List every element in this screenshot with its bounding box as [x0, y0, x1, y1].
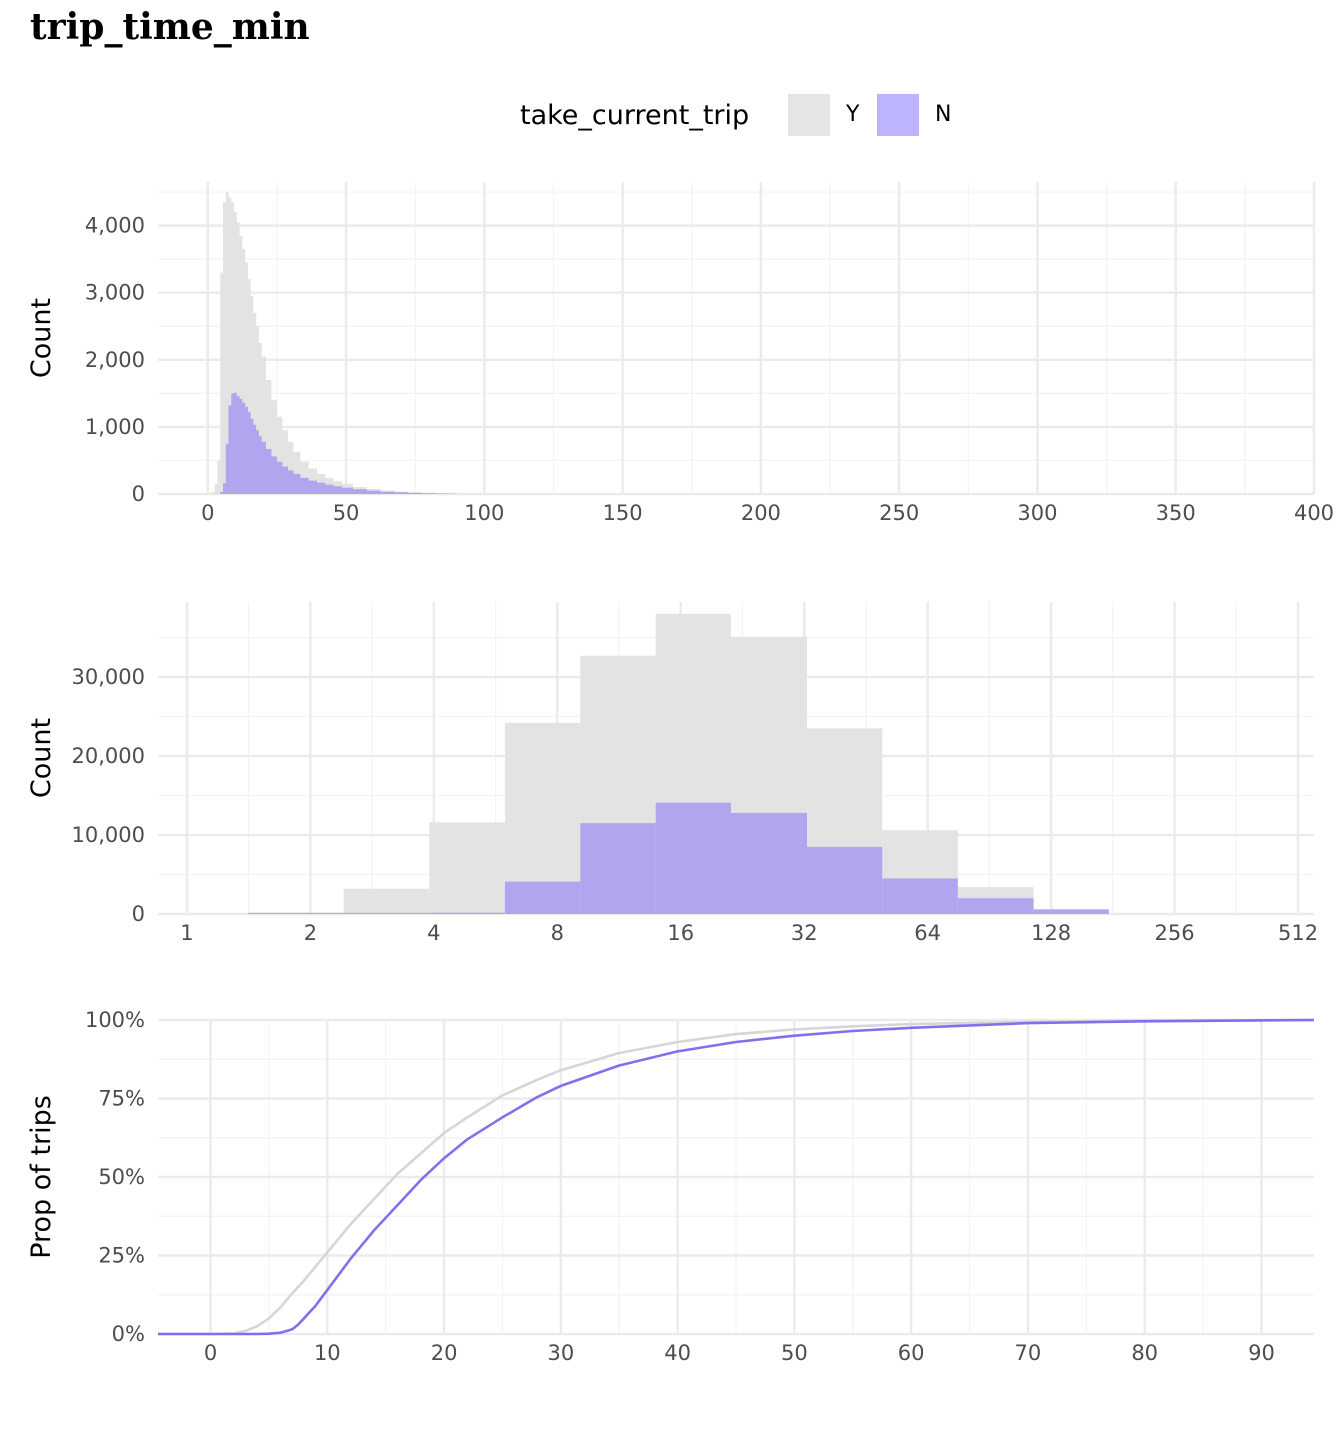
- ecdf-panel: 0 10 20 30 40 50 60 70 80 90 0% 25% 50% 75% 100% Prop o…: [26, 1008, 1315, 1365]
- x-tick-label: 400: [1294, 501, 1334, 525]
- y-tick-label: 0: [132, 902, 145, 926]
- x-tick-label: 20: [431, 1341, 458, 1365]
- y-tick-label: 10,000: [72, 823, 145, 847]
- bar-n: [882, 878, 958, 914]
- x-tick-label: 50: [781, 1341, 808, 1365]
- y-tick-label: 100%: [85, 1008, 145, 1032]
- y-tick-label: 2,000: [85, 348, 145, 372]
- bar-n: [429, 912, 505, 914]
- bar-n: [957, 898, 1034, 914]
- bar-n: [730, 812, 807, 914]
- plot-title: trip_time_min: [30, 6, 310, 48]
- y-tick-label: 1,000: [85, 415, 145, 439]
- x-tick-label: 10: [314, 1341, 341, 1365]
- histogram-area-n: [220, 392, 459, 494]
- y-axis-title: Prop of trips: [26, 1095, 57, 1259]
- x-tick-label: 50: [333, 501, 360, 525]
- x-tick-label: 70: [1015, 1341, 1042, 1365]
- x-tick-label: 150: [603, 501, 643, 525]
- x-tick-label: 350: [1156, 501, 1196, 525]
- legend-key-y: [788, 94, 830, 136]
- histogram-area-y: [211, 192, 459, 494]
- bar-n: [1033, 909, 1109, 914]
- bar-n: [248, 912, 344, 914]
- ecdf-line-y: [158, 1018, 1315, 1336]
- bar-y: [343, 888, 430, 914]
- y-tick-label: 30,000: [72, 665, 145, 689]
- x-tick-label: 60: [898, 1341, 925, 1365]
- x-tick-label: 0: [201, 501, 214, 525]
- x-tick-label: 4: [427, 921, 440, 945]
- bar-n: [504, 881, 581, 914]
- bar-y: [429, 822, 505, 914]
- x-tick-label: 32: [791, 921, 818, 945]
- y-tick-label: 4,000: [85, 214, 145, 238]
- bar-n: [655, 802, 731, 914]
- x-tick-label: 30: [547, 1341, 574, 1365]
- legend-label-y: Y: [846, 102, 860, 127]
- x-tick-label: 512: [1278, 921, 1318, 945]
- y-tick-label: 25%: [98, 1244, 145, 1268]
- legend-label-n: N: [935, 102, 952, 127]
- x-tick-label: 100: [464, 501, 504, 525]
- legend-title: take_current_trip: [520, 100, 750, 131]
- x-tick-label: 1: [180, 921, 193, 945]
- y-axis-title: Count: [26, 298, 57, 378]
- y-tick-label: 75%: [98, 1087, 145, 1111]
- x-tick-label: 2: [304, 921, 317, 945]
- y-tick-label: 50%: [98, 1165, 145, 1189]
- x-tick-label: 80: [1131, 1341, 1158, 1365]
- y-tick-label: 3,000: [85, 281, 145, 305]
- legend: take_current_trip Y N: [0, 92, 1344, 138]
- bar-n: [806, 846, 883, 914]
- x-tick-label: 8: [551, 921, 564, 945]
- x-tick-label: 250: [879, 501, 919, 525]
- bar-n: [343, 912, 430, 914]
- x-tick-label: 40: [664, 1341, 691, 1365]
- x-tick-label: 256: [1155, 921, 1195, 945]
- bar-n: [580, 823, 656, 914]
- x-tick-label: 200: [741, 501, 781, 525]
- x-tick-label: 90: [1248, 1341, 1275, 1365]
- x-tick-label: 64: [914, 921, 941, 945]
- y-axis-title: Count: [26, 718, 57, 798]
- x-tick-label: 128: [1031, 921, 1071, 945]
- y-tick-label: 0%: [112, 1322, 145, 1346]
- x-tick-label: 16: [667, 921, 694, 945]
- legend-key-n: [877, 94, 919, 136]
- y-tick-label: 20,000: [72, 744, 145, 768]
- x-tick-label: 300: [1017, 501, 1057, 525]
- x-tick-label: 0: [204, 1341, 217, 1365]
- histogram-log-panel: 1 2 4 8 16 32 64 128 256 512 0 10,000 20,000 30,000 Co…: [26, 602, 1318, 945]
- histogram-linear-panel: 0 50 100 150 200 250 300 350 400 0 1,000 2,000 3,000…: [26, 182, 1334, 525]
- y-tick-label: 0: [132, 482, 145, 506]
- ecdf-line-n: [158, 1018, 1315, 1336]
